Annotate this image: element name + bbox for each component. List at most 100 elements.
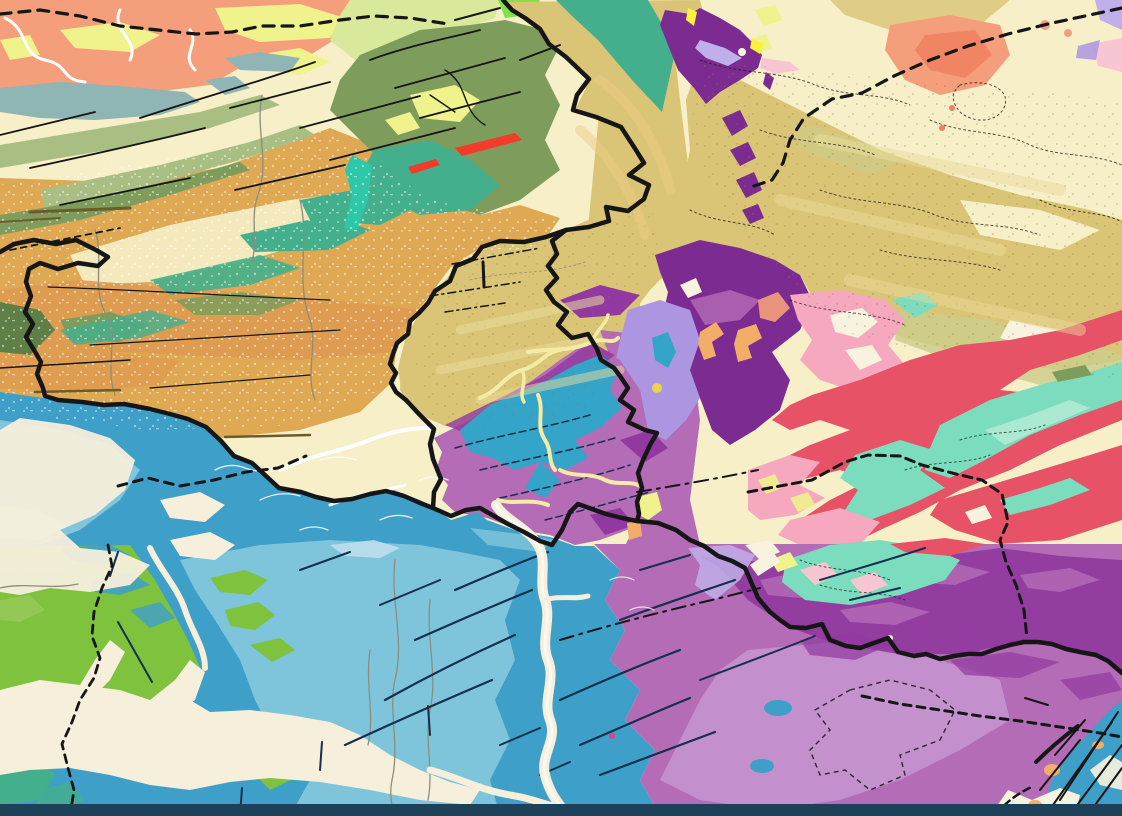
region-tealgray-2 <box>205 76 250 95</box>
decor-streaks <box>435 75 1086 405</box>
region-lavender-in-triangle <box>695 40 742 66</box>
region-tealgray-1 <box>225 52 300 72</box>
fault-dashdot-2 <box>636 469 759 493</box>
gold-dot <box>652 383 662 393</box>
region-se-blue-block <box>1040 700 1122 816</box>
region-greenlight-2 <box>0 595 45 622</box>
region-py-junction <box>637 492 662 520</box>
fault-blue-12 <box>499 727 541 746</box>
region-red-dike-1 <box>455 133 522 156</box>
region-periwedge <box>688 545 755 600</box>
admin-line-4 <box>390 559 400 816</box>
region-paleyellow-2 <box>60 22 160 52</box>
fault-olive-2 <box>429 94 456 113</box>
fault-se-5 <box>1039 739 1081 791</box>
fault-blue-7 <box>558 648 682 702</box>
speckle-river-6 <box>299 526 329 531</box>
fault-blue-1 <box>383 633 517 702</box>
fault-nw-9 <box>234 164 346 191</box>
admin-line-1 <box>94 229 116 396</box>
region-tealblue-arm <box>525 462 560 498</box>
speckle-river-7 <box>609 576 635 581</box>
khaki-streak-1 <box>455 295 605 335</box>
region-mint-mass-s <box>782 540 960 605</box>
admin-dotted-14 <box>789 299 906 326</box>
river-yellow-3 <box>536 393 557 472</box>
region-white-mass-nw <box>0 418 150 595</box>
fault-se-3 <box>1071 744 1122 813</box>
river-main-hl <box>494 503 570 816</box>
fault-nw-10 <box>369 29 481 61</box>
fault-blue-5 <box>379 579 441 606</box>
region-paleyellow-in-olive2 <box>385 112 420 135</box>
region-orchid-mottle-ne <box>690 290 760 325</box>
border-dashed-blue <box>116 454 308 488</box>
fault-nw-1 <box>0 111 96 136</box>
fault-blue-13 <box>639 554 691 571</box>
region-red-dike-2 <box>408 159 440 174</box>
fault-purple-3 <box>499 464 631 499</box>
river-yellow-5 <box>496 498 550 507</box>
admin-dotted-10 <box>819 584 906 601</box>
border-south <box>430 501 1122 676</box>
river-yellow-1b <box>520 368 526 404</box>
region-pink-in-mint2 <box>850 572 888 595</box>
khaki-streak-e1 <box>814 134 1066 196</box>
fault-green-2 <box>109 551 119 577</box>
region-paleyellow-in-olive1 <box>410 85 480 122</box>
speckle-river-5 <box>419 476 449 481</box>
khaki-streak-3 <box>475 365 625 405</box>
border-dashed-nw <box>0 8 450 36</box>
fault-nw-13 <box>454 7 501 21</box>
region-white-blob2 <box>170 532 235 560</box>
fault-nw-8 <box>329 127 456 161</box>
admin-line-7 <box>0 583 79 589</box>
region-salmon-core-ne <box>915 30 992 78</box>
fault-br-1 <box>1024 697 1049 706</box>
fault-nw-7 <box>299 95 421 129</box>
admin-dotted-3 <box>929 119 1122 166</box>
region-blue-pond2 <box>750 759 774 773</box>
region-peach-squiggle1 <box>698 322 724 360</box>
border-west-hook <box>0 237 436 511</box>
admin-line-6 <box>367 649 372 746</box>
region-paleyellow-1 <box>215 4 345 42</box>
admin-dotted-1 <box>699 59 911 106</box>
region-br-dark2 <box>950 652 1060 678</box>
fault-se-6 <box>1054 719 1086 756</box>
admin-boundaries <box>0 59 1122 816</box>
fault-country-1 <box>451 247 541 265</box>
khaki-streak-e3 <box>844 274 1086 336</box>
fault-olive-1 <box>444 69 486 126</box>
fault-blue-8 <box>578 696 692 747</box>
border-dashed-e <box>746 453 1029 640</box>
region-se-orange1 <box>1044 764 1060 776</box>
admin-dotted-12 <box>904 454 991 471</box>
admin-line-3 <box>299 199 316 401</box>
fault-green-1 <box>117 621 153 683</box>
region-br-dark3 <box>1060 672 1122 700</box>
admin-dotted-2 <box>759 129 876 156</box>
river-yellow-4 <box>558 468 642 488</box>
region-paleyellow-3 <box>0 35 40 60</box>
region-mint-hole <box>1000 478 1090 515</box>
speckle-river-8 <box>629 606 655 611</box>
admin-dotted-11 <box>959 424 1046 441</box>
admin-dotted-8 <box>689 209 776 236</box>
fault-purple-s3 <box>849 587 901 601</box>
river-branch-e <box>542 593 591 603</box>
river-white-1 <box>3 16 87 84</box>
border-country-east <box>543 227 660 524</box>
rivers <box>3 8 662 816</box>
fault-nw-3 <box>59 177 191 206</box>
admin-line-2 <box>251 94 264 263</box>
region-lavender-corner <box>1095 0 1122 30</box>
fault-brown-1 <box>28 206 132 214</box>
region-cream-in-mint <box>750 550 780 576</box>
region-white-mass-sw <box>0 680 480 805</box>
region-py-ne1 <box>755 5 782 26</box>
fault-purple-s1 <box>699 635 816 681</box>
admin-dotted-13 <box>469 261 586 281</box>
region-yellow-fringe2 <box>750 38 764 54</box>
